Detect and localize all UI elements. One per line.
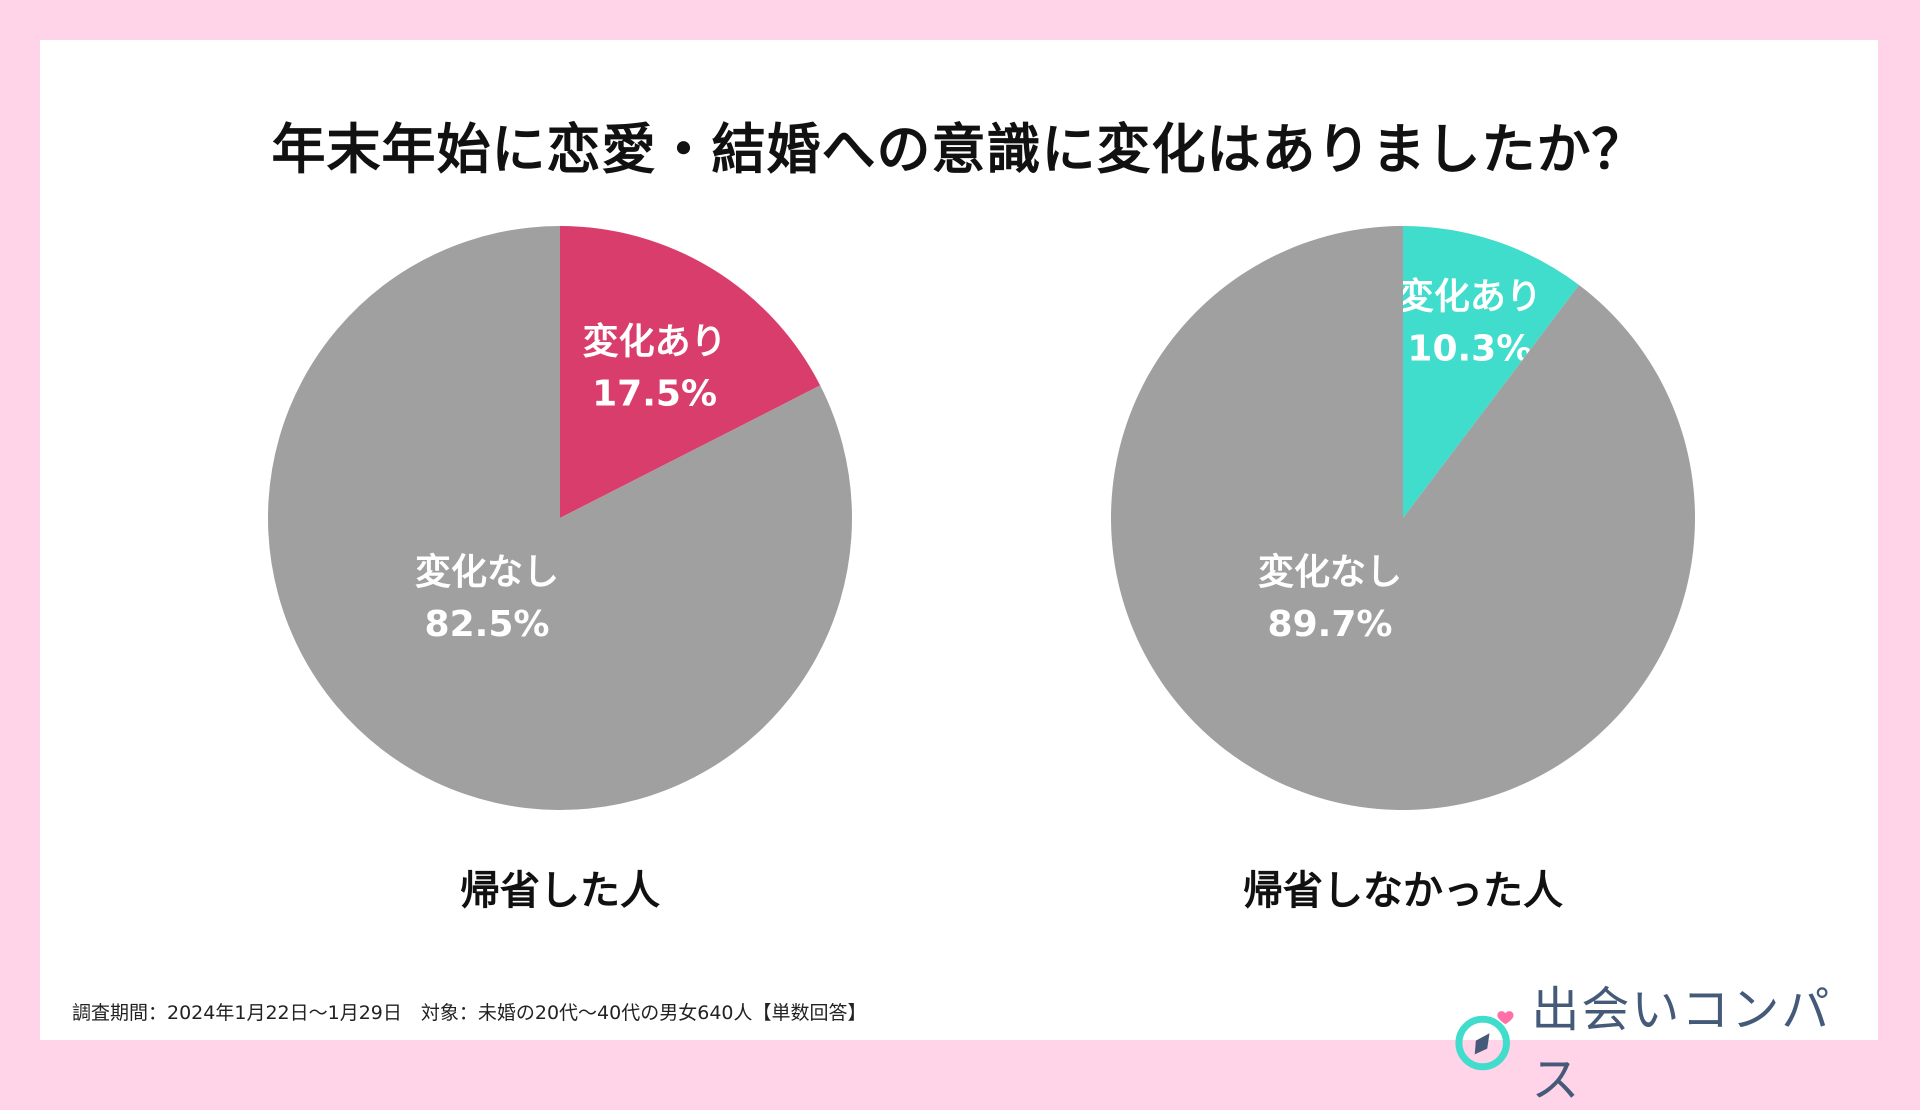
group-label-returned-home: 帰省した人 [460, 868, 660, 914]
group-label-not-returned-home: 帰省しなかった人 [1243, 868, 1563, 914]
slice-name-label: 変化なし [1258, 551, 1402, 593]
chart-panel: 年末年始に恋愛・結婚への意識に変化はありましたか？ 変化あり 17.5% 変化なし 8… [40, 40, 1878, 1108]
slice-value-label: 17.5% [592, 374, 717, 415]
slice-value-label: 10.3% [1407, 329, 1532, 370]
brand-logo-text: 出会いコンパス [1531, 982, 1832, 1108]
pie-chart-not-returned-home: 変化あり 10.3% 変化なし 89.7% [1111, 226, 1695, 810]
brand-logo: 出会いコンパス [1450, 970, 1878, 1110]
chart-title: 年末年始に恋愛・結婚への意識に変化はありましたか？ [271, 118, 1647, 181]
pie-slice [1111, 226, 1695, 810]
slice-value-label: 89.7% [1268, 604, 1393, 645]
slice-name-label: 変化あり [583, 321, 727, 363]
pie-slice [560, 226, 821, 518]
compass-heart-icon [1455, 1011, 1514, 1071]
pie-slice [1403, 226, 1580, 518]
slice-name-label: 変化なし [415, 551, 559, 593]
pie-slice [267, 226, 852, 811]
pie-chart-returned-home: 変化あり 17.5% 変化なし 82.5% [267, 226, 852, 811]
slice-name-label: 変化あり [1398, 276, 1542, 318]
survey-footnote: 調査期間：2024年1月22日〜1月29日 対象：未婚の20代〜40代の男女64… [72, 1002, 867, 1024]
slice-value-label: 82.5% [425, 604, 550, 645]
